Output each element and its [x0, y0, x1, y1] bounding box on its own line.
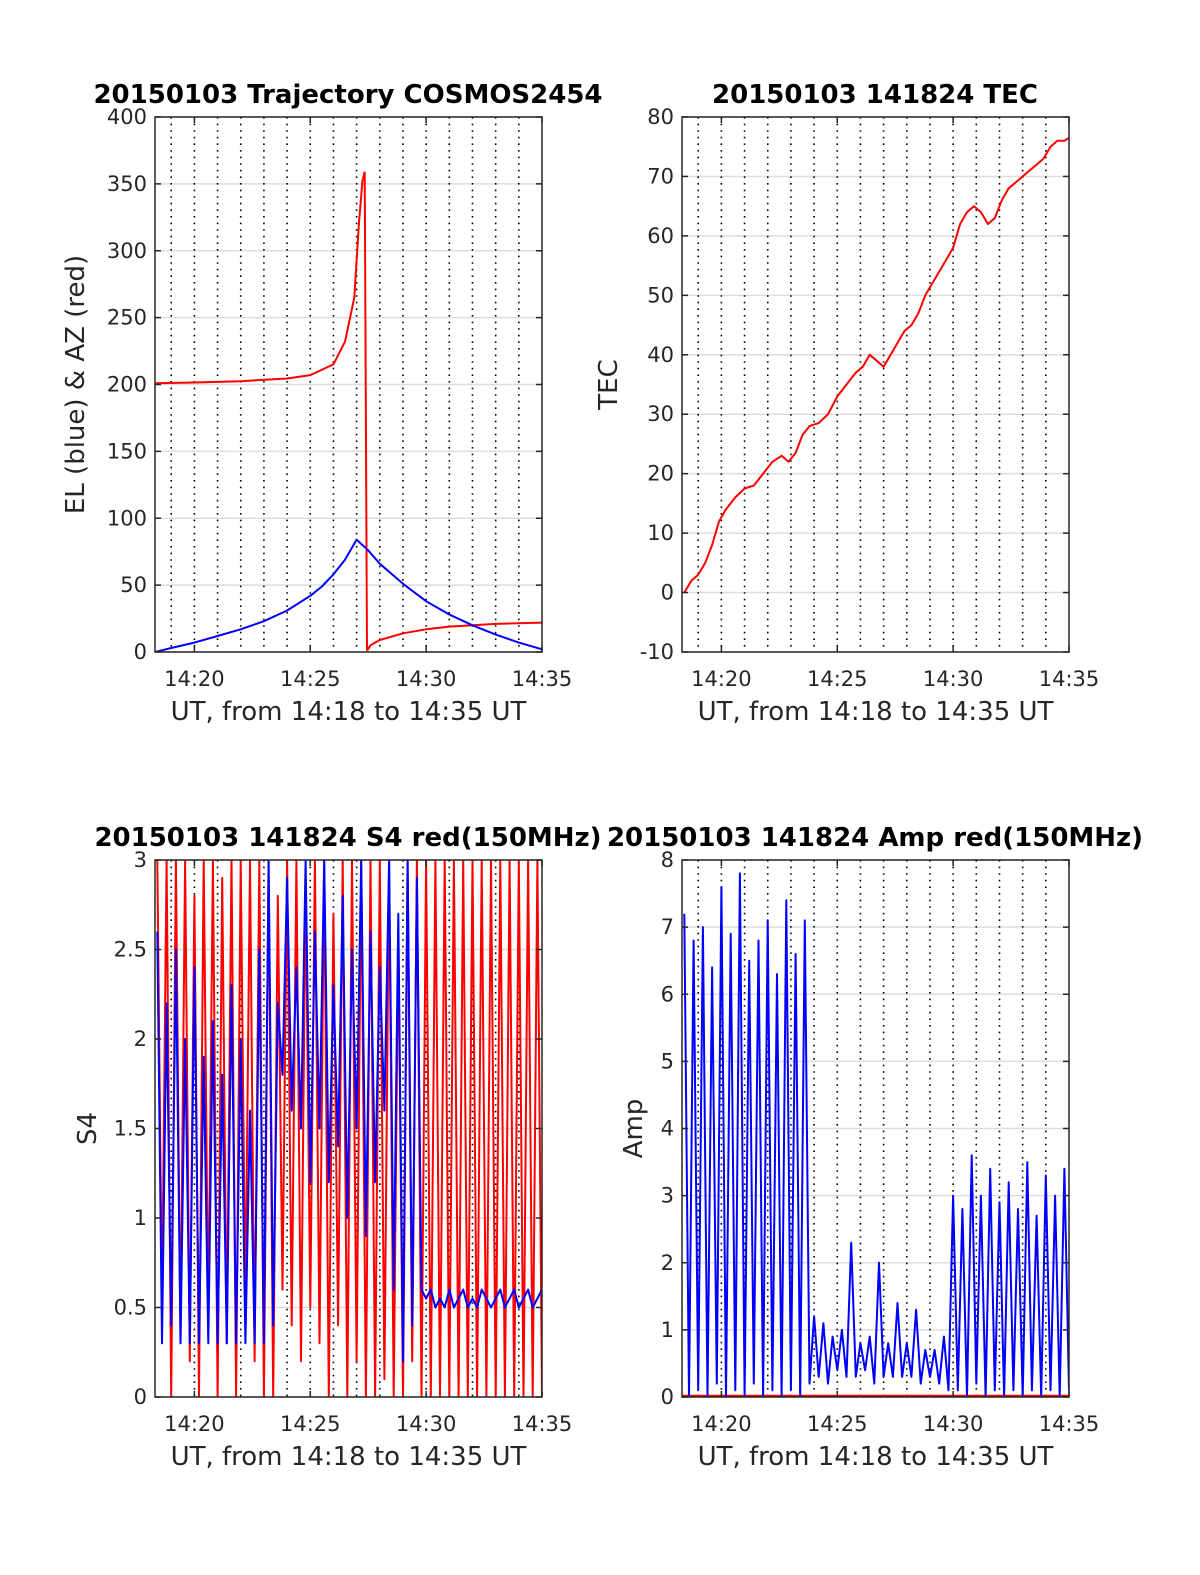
ytick-label: 3 [661, 1184, 674, 1208]
series-line-red [366, 621, 542, 652]
ytick-label: 2.5 [114, 938, 147, 962]
ytick-label: 0 [661, 1385, 674, 1409]
xtick-label: 14:25 [807, 1412, 868, 1436]
xtick-label: 14:25 [280, 1412, 341, 1436]
x-axis-label: UT, from 14:18 to 14:35 UT [171, 697, 527, 727]
ytick-label: 7 [661, 915, 674, 939]
ytick-label: 10 [647, 521, 674, 545]
ytick-label: 1 [661, 1318, 674, 1342]
x-axis-label: UT, from 14:18 to 14:35 UT [698, 697, 1054, 727]
ytick-label: 200 [107, 373, 147, 397]
ytick-label: 100 [107, 506, 147, 530]
series-line-blue [155, 538, 542, 652]
ytick-label: 1.5 [114, 1117, 147, 1141]
ytick-label: 400 [107, 105, 147, 129]
chart-tec: -10 0 10 20 30 40 50 60 70 80 14:20 14:25 14:30 14:35… [594, 80, 1099, 727]
ytick-label: 150 [107, 439, 147, 463]
chart-title: 20150103 141824 S4 red(150MHz) [94, 823, 601, 853]
xtick-label: 14:30 [923, 667, 984, 691]
chart-title: 20150103 141824 TEC [712, 80, 1038, 110]
plot-frame [681, 116, 1070, 653]
ytick-label: 80 [647, 105, 674, 129]
ytick-label: 0 [134, 1385, 147, 1409]
ytick-label: 60 [647, 224, 674, 248]
ytick-label: -10 [640, 640, 674, 664]
chart-title: 20150103 141824 Amp red(150MHz) [607, 823, 1143, 853]
xtick-label: 14:25 [807, 667, 868, 691]
xtick-label: 14:30 [396, 1412, 457, 1436]
y-axis-label: EL (blue) & AZ (red) [61, 255, 91, 514]
series-line-red [683, 136, 1069, 594]
ytick-label: 300 [107, 239, 147, 263]
xtick-label: 14:35 [1039, 1412, 1100, 1436]
xtick-label: 14:30 [396, 667, 457, 691]
ytick-label: 5 [661, 1049, 674, 1073]
ytick-label: 8 [661, 848, 674, 872]
xtick-label: 14:20 [691, 667, 752, 691]
ytick-label: 20 [647, 462, 674, 486]
ytick-label: 0.5 [114, 1296, 147, 1320]
series-line-red [363, 171, 368, 651]
y-axis-label: S4 [73, 1112, 103, 1145]
ytick-label: 6 [661, 982, 674, 1006]
chart-title: 20150103 Trajectory COSMOS2454 [93, 80, 602, 110]
series-line-blue [683, 872, 1069, 1397]
ytick-label: 350 [107, 172, 147, 196]
y-axis-label: TEC [594, 359, 624, 410]
ytick-label: 30 [647, 402, 674, 426]
xtick-label: 14:25 [280, 667, 341, 691]
chart-trajectory: 0 50 100 150 200 250 300 350 400 14:20 14:25 14:30 1… [61, 80, 603, 727]
xtick-label: 14:20 [164, 1412, 225, 1436]
xtick-label: 14:35 [512, 1412, 573, 1436]
chart-amp: 0 1 2 3 4 5 6 7 8 14:20 14:25 14:30 14:35 UT, from 14… [607, 823, 1143, 1472]
x-axis-label: UT, from 14:18 to 14:35 UT [698, 1442, 1054, 1472]
ytick-label: 2 [661, 1251, 674, 1275]
xtick-label: 14:30 [923, 1412, 984, 1436]
ytick-label: 40 [647, 343, 674, 367]
xtick-label: 14:35 [1039, 667, 1100, 691]
series-line-red [155, 171, 366, 385]
ytick-label: 50 [647, 283, 674, 307]
ytick-label: 3 [134, 848, 147, 872]
ytick-label: 4 [661, 1117, 674, 1141]
ytick-label: 0 [661, 581, 674, 605]
ytick-label: 50 [120, 573, 147, 597]
y-axis-label: Amp [619, 1099, 649, 1159]
xtick-label: 14:20 [164, 667, 225, 691]
xtick-label: 14:20 [691, 1412, 752, 1436]
ytick-label: 0 [134, 640, 147, 664]
ytick-label: 2 [134, 1027, 147, 1051]
x-axis-label: UT, from 14:18 to 14:35 UT [171, 1442, 527, 1472]
series-line-blue [156, 860, 542, 1363]
ytick-label: 250 [107, 306, 147, 330]
ytick-label: 70 [647, 164, 674, 188]
xtick-label: 14:35 [512, 667, 573, 691]
chart-s4: 0 0.5 1 1.5 2 2.5 3 14:20 14:25 14:30 14:35 UT, fro… [73, 823, 602, 1472]
ytick-label: 1 [134, 1206, 147, 1230]
